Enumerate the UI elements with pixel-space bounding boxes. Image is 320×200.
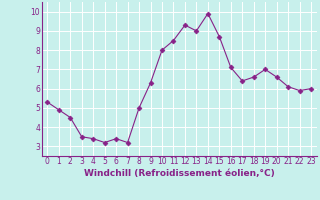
X-axis label: Windchill (Refroidissement éolien,°C): Windchill (Refroidissement éolien,°C): [84, 169, 275, 178]
